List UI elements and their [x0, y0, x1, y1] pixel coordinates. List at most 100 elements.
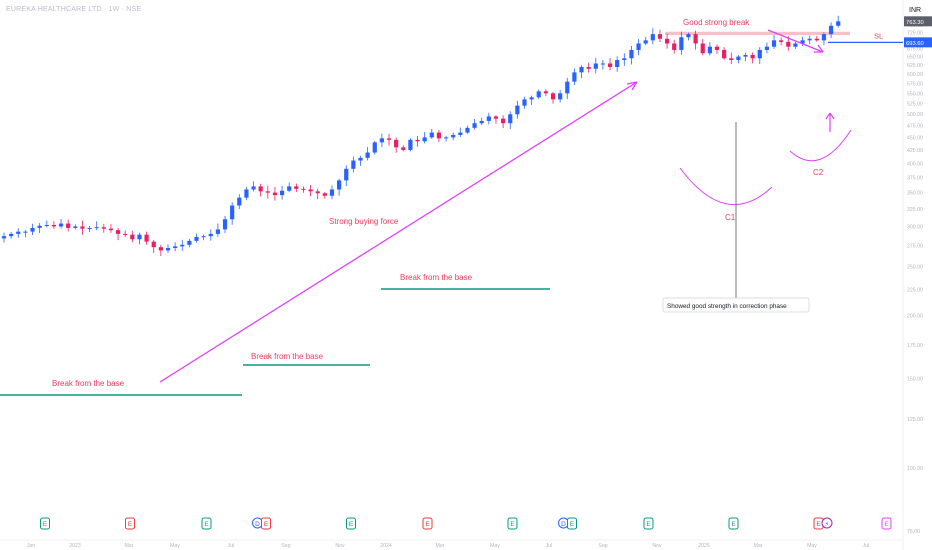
event-marker-box [201, 517, 212, 530]
event-marker-box [728, 517, 739, 530]
candle-body [315, 191, 320, 194]
time-tick-label: May [490, 543, 500, 549]
price-tick-label: 225.00 [907, 288, 923, 294]
candle-body [208, 233, 213, 237]
time-tick-label: 2024 [380, 543, 392, 549]
candle-body [23, 231, 28, 233]
event-marker-label: E [816, 521, 821, 528]
candle-body [137, 234, 142, 240]
candle-body [472, 123, 477, 128]
candle-body [786, 41, 791, 47]
candle-body [779, 40, 784, 42]
candle-body [615, 60, 620, 67]
time-tick-label: 2023 [69, 543, 81, 549]
candle-body [458, 132, 463, 135]
candle-body [828, 25, 834, 35]
candle-body [358, 157, 363, 161]
price-tick-label: 200.00 [907, 314, 923, 320]
candle-body [558, 93, 563, 100]
event-marker-box [261, 517, 271, 530]
event-marker-label: E [510, 521, 515, 528]
candle-body [451, 134, 456, 138]
sl-label: SL [874, 31, 883, 40]
candle-body [622, 58, 627, 61]
break-base-label-3: Break from the base [400, 273, 473, 282]
candle-body [686, 34, 691, 38]
candle-body [279, 190, 285, 196]
price-tick-label: 75.00 [907, 529, 920, 535]
candles [1, 15, 841, 257]
candle-body [479, 120, 484, 124]
candle-body [151, 241, 156, 248]
candle-body [493, 116, 499, 119]
candle-body [650, 34, 655, 41]
candle-body [329, 189, 335, 196]
candle-body [515, 105, 520, 115]
sl-price-label: 693.60 [906, 41, 924, 47]
candle-body [543, 91, 548, 94]
time-tick-label: 2025 [698, 543, 710, 549]
event-marker-box [881, 517, 892, 530]
candle-body [308, 189, 313, 192]
candle-body [9, 233, 14, 237]
candle-body [30, 227, 35, 232]
time-tick-label: Sep [281, 543, 290, 549]
candle-body [729, 58, 734, 61]
candle-body [94, 227, 99, 229]
strong-buying-arrow [159, 81, 638, 383]
price-tick-label: 250.00 [907, 265, 923, 271]
candle-body [657, 34, 663, 39]
candle-body [401, 147, 406, 150]
candle-body [508, 114, 513, 124]
candle-body [173, 246, 178, 248]
event-marker-label: E [349, 521, 354, 528]
candle-body [101, 227, 106, 229]
candle-body [230, 205, 235, 220]
candle-body [165, 247, 171, 251]
candle-body [764, 46, 770, 50]
candle-body [244, 189, 249, 198]
candle-body [372, 142, 377, 153]
cup-arc-c1 [679, 167, 773, 206]
time-axis: Jan 2023 Mar May Jul Sep Nov 2024 Mar May Jul Sep No… [27, 543, 870, 549]
break-base-label-2: Break from the base [251, 352, 324, 361]
time-tick-label: Jul [228, 543, 235, 549]
candle-body [736, 56, 741, 61]
candle-body [44, 225, 49, 227]
candle-body [58, 223, 64, 227]
price-tick-label: 650.00 [907, 55, 923, 61]
time-tick-label: May [807, 543, 817, 549]
price-tick-label: 350.00 [907, 191, 923, 197]
candle-body [386, 138, 392, 140]
event-marker-box [422, 517, 433, 530]
price-tick-label: 150.00 [907, 377, 923, 383]
candle-body [600, 63, 606, 65]
candle-body [501, 118, 506, 124]
candle-body [422, 137, 427, 142]
time-tick-label: Sep [598, 543, 607, 549]
candle-body [80, 226, 85, 229]
resistance-zone [665, 31, 850, 36]
break-base-label-1: Break from the base [52, 379, 125, 388]
price-tick-label: 425.00 [907, 148, 923, 154]
event-marker-box [643, 517, 654, 530]
candle-body [607, 63, 613, 67]
price-tick-label: 600.00 [907, 72, 923, 78]
correction-note-box [662, 297, 810, 313]
time-tick-label: Mar [754, 543, 763, 549]
candle-body [251, 186, 256, 190]
candle-body [707, 46, 712, 54]
event-marker-box [346, 517, 356, 530]
candle-body [664, 38, 670, 44]
candle-body [629, 49, 634, 59]
candle-body [722, 49, 727, 59]
candle-body [586, 66, 591, 69]
price-tick-label: 625.00 [907, 63, 923, 69]
event-marker-label: E [43, 521, 48, 528]
candle-body [429, 132, 434, 138]
time-tick-label: May [170, 543, 180, 549]
candle-body [37, 225, 42, 228]
candle-body [158, 247, 163, 251]
